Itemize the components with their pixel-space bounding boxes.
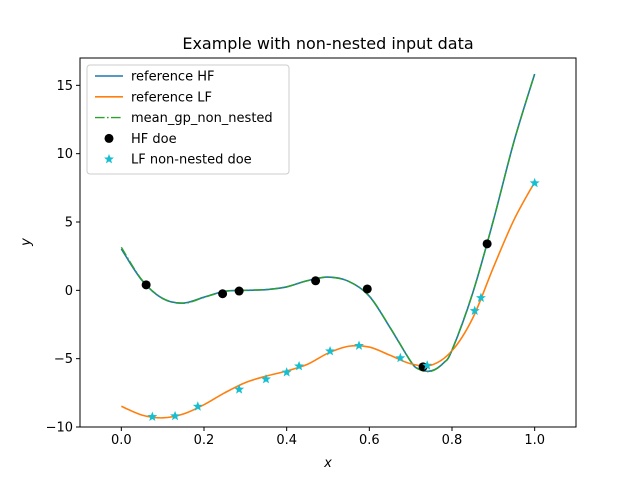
y-tick-label: −10: [46, 421, 73, 436]
lf-doe-point: [325, 345, 336, 356]
series-layer: [120, 73, 540, 421]
hf-doe-point: [482, 239, 492, 249]
legend-label: LF non-nested doe: [131, 153, 252, 168]
lf-doe-point: [354, 340, 364, 350]
legend: reference HF reference LF mean_gp_non_nest…: [86, 64, 290, 175]
lf-doe-point: [475, 292, 486, 303]
lf-doe-point: [234, 384, 245, 394]
x-tick-label: 1.0: [524, 433, 545, 448]
x-tick-label: 0.4: [276, 433, 297, 448]
lf-doe-point: [422, 360, 433, 370]
hf-doe-point: [311, 276, 321, 286]
legend-box: [86, 64, 290, 175]
lf-doe-point: [192, 401, 203, 411]
lf-doe-point: [281, 367, 292, 377]
x-tick-label: 0.8: [442, 433, 463, 448]
legend-item: mean_gp_non_nested: [95, 111, 273, 126]
legend-circle-marker: [104, 133, 114, 143]
x-axis-label: x: [323, 456, 332, 471]
hf-doe-point: [234, 286, 244, 296]
legend-item: reference LF: [95, 90, 212, 105]
lf-doe-point: [395, 352, 406, 363]
x-tick-label: 0.0: [111, 433, 132, 448]
chart-title: Example with non-nested input data: [182, 34, 473, 53]
y-tick-label: −5: [54, 352, 73, 367]
hf-doe-point: [141, 280, 151, 290]
lf-doe-point: [261, 373, 271, 384]
legend-label: HF doe: [131, 132, 177, 147]
x-tick-label: 0.2: [194, 433, 215, 448]
legend-item: HF doe: [104, 132, 177, 147]
legend-item: LF non-nested doe: [104, 153, 252, 168]
y-tick-label: 5: [65, 216, 73, 231]
lf-doe-point: [147, 411, 158, 421]
lf-doe-point: [469, 305, 480, 316]
y-tick-label: 0: [65, 284, 73, 299]
legend-label: reference LF: [131, 90, 212, 105]
x-tick-label: 0.6: [359, 433, 380, 448]
lf-doe-point: [170, 410, 181, 421]
lf-doe-point: [529, 177, 540, 188]
y-tick-label: 15: [56, 79, 73, 94]
y-axis: −10 −5 0 5 10 15: [46, 79, 80, 436]
series-line-mean-gp-non-nested: [120, 73, 536, 373]
plot-area: [79, 57, 577, 428]
y-tick-label: 10: [56, 147, 73, 162]
legend-star-marker: [104, 154, 114, 164]
hf-doe-point: [218, 289, 228, 299]
legend-item: reference HF: [95, 70, 214, 85]
lf-doe-point: [294, 360, 305, 371]
y-axis-label: y: [19, 238, 34, 247]
legend-label: mean_gp_non_nested: [131, 111, 273, 126]
axes-frame: [79, 57, 577, 428]
hf-doe-point: [362, 284, 372, 294]
legend-label: reference HF: [131, 70, 214, 85]
x-axis: 0.0 0.2 0.4 0.6 0.8 1.0: [111, 427, 545, 448]
